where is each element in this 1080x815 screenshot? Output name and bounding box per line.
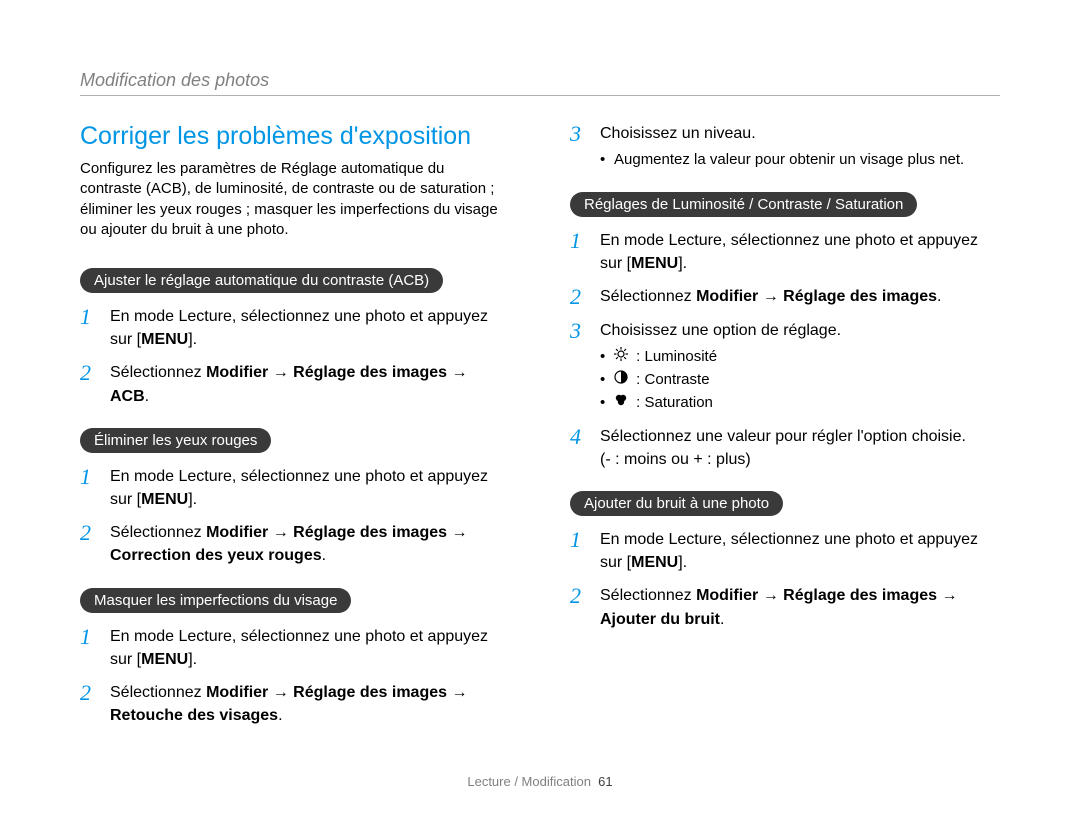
step-body: Sélectionnez Modifier → Réglage des imag… — [110, 681, 510, 727]
step-number: 2 — [80, 521, 100, 545]
pill-redeye: Éliminer les yeux rouges — [80, 428, 271, 453]
steps-acb: 1 En mode Lecture, sélectionnez une phot… — [80, 305, 510, 408]
text: ]. — [188, 331, 197, 348]
step: 3 Choisissez une option de réglage. : Lu… — [570, 319, 1000, 414]
text: ]. — [188, 491, 197, 508]
step: 1 En mode Lecture, sélectionnez une phot… — [570, 229, 1000, 275]
step-body: Sélectionnez Modifier → Réglage des imag… — [110, 521, 510, 567]
page-number: 61 — [598, 774, 612, 789]
step-body: Choisissez une option de réglage. : Lumi… — [600, 319, 1000, 414]
text: Sélectionnez — [110, 364, 206, 381]
step: 1 En mode Lecture, sélectionnez une phot… — [80, 465, 510, 511]
bullet: Augmentez la valeur pour obtenir un visa… — [600, 149, 1000, 172]
steps-noise: 1 En mode Lecture, sélectionnez une phot… — [570, 528, 1000, 631]
text: . — [145, 388, 149, 405]
menu-label: MENU — [631, 554, 678, 571]
breadcrumb: Modification des photos — [80, 70, 1000, 91]
path: Modifier → Réglage des images — [696, 288, 937, 305]
sub-bullets: : Luminosité : Contraste : Saturation — [600, 346, 1000, 414]
header-rule — [80, 95, 1000, 96]
step-number: 2 — [570, 285, 590, 309]
menu-label: MENU — [141, 491, 188, 508]
bullet-contrast: : Contraste — [600, 369, 1000, 392]
step: 3 Choisissez un niveau. Augmentez la val… — [570, 122, 1000, 172]
text: ]. — [678, 255, 687, 272]
step-body: Sélectionnez Modifier → Réglage des imag… — [600, 584, 1000, 630]
page-footer: Lecture / Modification 61 — [0, 774, 1080, 789]
pill-face: Masquer les imperfections du visage — [80, 588, 351, 613]
text: Sélectionnez — [600, 587, 696, 604]
step: 4 Sélectionnez une valeur pour régler l'… — [570, 425, 1000, 471]
steps-face: 1 En mode Lecture, sélectionnez une phot… — [80, 625, 510, 728]
step-body: Sélectionnez Modifier → Réglage des imag… — [600, 285, 1000, 308]
step-body: En mode Lecture, sélectionnez une photo … — [600, 229, 1000, 275]
step-number: 1 — [80, 305, 100, 329]
step-body: Sélectionnez Modifier → Réglage des imag… — [110, 361, 510, 407]
text: : Saturation — [632, 394, 713, 411]
right-column: 3 Choisissez un niveau. Augmentez la val… — [570, 122, 1000, 741]
step: 1 En mode Lecture, sélectionnez une phot… — [570, 528, 1000, 574]
text: : Luminosité — [632, 349, 717, 366]
bullet-saturation: : Saturation — [600, 392, 1000, 415]
step-number: 1 — [570, 229, 590, 253]
step: 1 En mode Lecture, sélectionnez une phot… — [80, 305, 510, 351]
text: Choisissez une option de réglage. — [600, 322, 841, 339]
pill-acb: Ajuster le réglage automatique du contra… — [80, 268, 443, 293]
text: Choisissez un niveau. — [600, 125, 756, 142]
step-number: 1 — [570, 528, 590, 552]
steps-lcs: 1 En mode Lecture, sélectionnez une phot… — [570, 229, 1000, 471]
text: . — [278, 707, 282, 724]
step: 2 Sélectionnez Modifier → Réglage des im… — [80, 361, 510, 407]
steps-redeye: 1 En mode Lecture, sélectionnez une phot… — [80, 465, 510, 568]
text: Sélectionnez — [110, 684, 206, 701]
step-body: En mode Lecture, sélectionnez une photo … — [110, 305, 510, 351]
menu-label: MENU — [141, 651, 188, 668]
step: 2 Sélectionnez Modifier → Réglage des im… — [570, 285, 1000, 309]
step-body: En mode Lecture, sélectionnez une photo … — [600, 528, 1000, 574]
step: 2 Sélectionnez Modifier → Réglage des im… — [570, 584, 1000, 630]
step-number: 2 — [570, 584, 590, 608]
step-number: 2 — [80, 681, 100, 705]
text: . — [322, 547, 326, 564]
step-body: Choisissez un niveau. Augmentez la valeu… — [600, 122, 1000, 172]
step: 2 Sélectionnez Modifier → Réglage des im… — [80, 521, 510, 567]
step-body: En mode Lecture, sélectionnez une photo … — [110, 625, 510, 671]
bullet-brightness: : Luminosité — [600, 346, 1000, 369]
text: Sélectionnez — [600, 288, 696, 305]
step: 2 Sélectionnez Modifier → Réglage des im… — [80, 681, 510, 727]
text: . — [720, 611, 724, 628]
step-number: 2 — [80, 361, 100, 385]
menu-label: MENU — [631, 255, 678, 272]
text: : Contraste — [632, 371, 710, 388]
text: (- : moins ou + : plus) — [600, 451, 751, 468]
text: . — [937, 288, 941, 305]
left-column: Corriger les problèmes d'exposition Conf… — [80, 122, 510, 741]
content-columns: Corriger les problèmes d'exposition Conf… — [80, 122, 1000, 741]
text: Sélectionnez — [110, 524, 206, 541]
step-number: 4 — [570, 425, 590, 449]
step-number: 3 — [570, 122, 590, 146]
text: ]. — [678, 554, 687, 571]
menu-label: MENU — [141, 331, 188, 348]
text: ]. — [188, 651, 197, 668]
section-title: Corriger les problèmes d'exposition — [80, 122, 510, 151]
pill-noise: Ajouter du bruit à une photo — [570, 491, 783, 516]
brightness-icon — [614, 346, 628, 369]
step-body: En mode Lecture, sélectionnez une photo … — [110, 465, 510, 511]
step: 1 En mode Lecture, sélectionnez une phot… — [80, 625, 510, 671]
steps-face-cont: 3 Choisissez un niveau. Augmentez la val… — [570, 122, 1000, 172]
contrast-icon — [614, 369, 628, 392]
saturation-icon — [614, 392, 628, 415]
step-body: Sélectionnez une valeur pour régler l'op… — [600, 425, 1000, 471]
pill-lcs: Réglages de Luminosité / Contraste / Sat… — [570, 192, 917, 217]
step-number: 1 — [80, 465, 100, 489]
intro-text: Configurez les paramètres de Réglage aut… — [80, 159, 510, 240]
sub-bullets: Augmentez la valeur pour obtenir un visa… — [600, 149, 1000, 172]
footer-text: Lecture / Modification — [467, 774, 591, 789]
step-number: 1 — [80, 625, 100, 649]
step-number: 3 — [570, 319, 590, 343]
text: Sélectionnez une valeur pour régler l'op… — [600, 428, 966, 445]
